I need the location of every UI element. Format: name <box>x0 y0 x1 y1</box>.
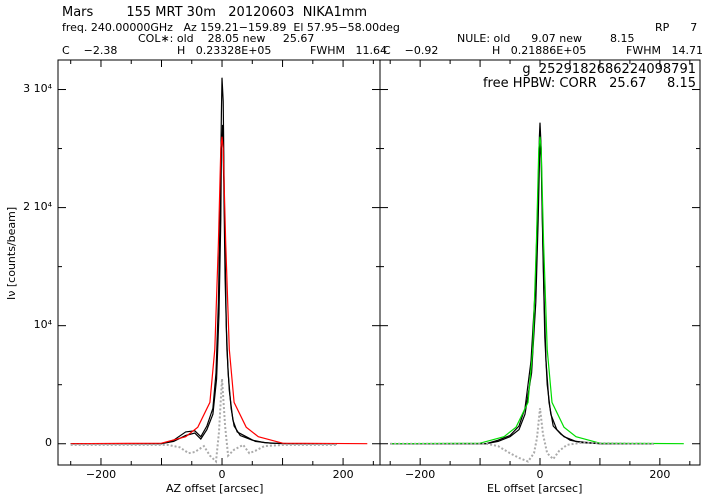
header-title: Mars 155 MRT 30m 20120603 NIKA1mm <box>62 5 368 20</box>
x-tick-label: −200 <box>405 468 436 481</box>
y-tick-label: 3 10⁴ <box>23 81 52 95</box>
series-scan-1-left <box>70 77 337 445</box>
left-fit-c: C −2.38 <box>62 44 118 57</box>
right-fit-h: H 0.21886E+05 <box>492 44 587 57</box>
x-tick-label: 200 <box>649 468 671 481</box>
left-fit-h: H 0.23328E+05 <box>177 44 272 57</box>
x-tick-label: 0 <box>218 468 226 481</box>
annotation-hpbw: free HPBW: CORR 25.67 8.15 <box>482 76 696 91</box>
x-tick-label: 200 <box>332 468 354 481</box>
y-tick-label: 0 <box>45 435 52 449</box>
header-col: COL∗: old 28.05 new 25.67 <box>138 32 315 45</box>
y-tick-label: 10⁴ <box>33 317 52 331</box>
right-fit-c: C −0.92 <box>383 44 439 57</box>
series-scan-2-left <box>70 124 337 445</box>
series-scan-1-right <box>390 122 654 445</box>
x-axis-label-left: AZ offset [arcsec] <box>166 482 264 495</box>
series-fit-right <box>390 136 684 445</box>
series-residual-right <box>390 408 654 463</box>
x-tick-label: −200 <box>85 468 117 481</box>
series-scan-2-right <box>390 136 654 445</box>
series-residual-left <box>70 378 337 464</box>
header-nule: NULE: old 9.07 new 8.15 <box>457 32 635 45</box>
y-axis-label: Iν [counts/beam] <box>5 206 18 300</box>
panel-frame-right <box>379 59 701 466</box>
series-fit-left <box>70 136 368 445</box>
right-fit-fwhm: FWHM 14.71 <box>626 44 703 57</box>
x-tick-label: 0 <box>536 468 544 481</box>
header-freq: freq. 240.00000GHz Az 159.21−159.89 El 5… <box>62 21 400 34</box>
annotation-g: g 2529182686224098791 <box>522 62 696 77</box>
y-tick-label: 2 10⁴ <box>23 199 52 213</box>
header-rp: RP 7 <box>655 21 698 34</box>
left-fit-fwhm: FWHM 11.64 <box>310 44 387 57</box>
x-axis-label-right: EL offset [arcsec] <box>487 482 583 495</box>
